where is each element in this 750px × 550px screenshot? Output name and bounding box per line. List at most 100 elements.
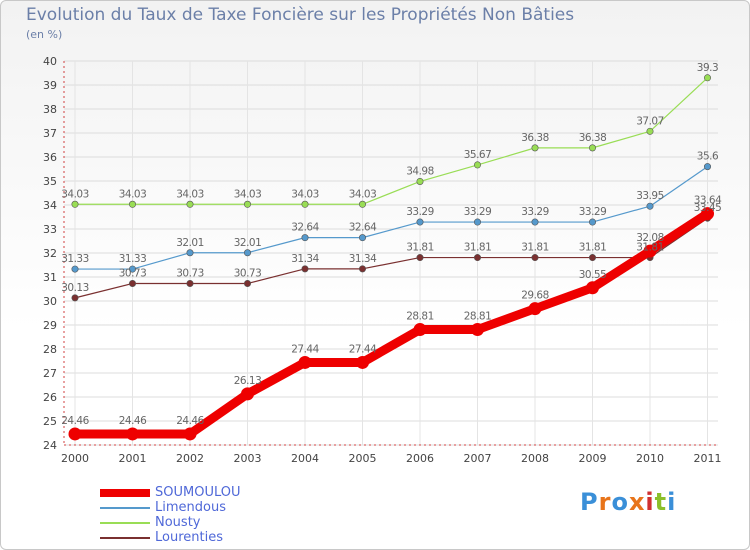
- data-label-lourenties: 33.45: [694, 202, 722, 214]
- data-label-lourenties: 30.73: [176, 267, 204, 279]
- data-point-soumoulou: [356, 355, 369, 369]
- logo-letter: t: [654, 488, 668, 516]
- legend-label: Limendous: [155, 500, 226, 515]
- y-tick-label: 37: [43, 127, 57, 140]
- legend-label: Lourenties: [155, 530, 223, 545]
- x-tick-label: 2007: [464, 452, 492, 465]
- data-point-nousty: [129, 200, 137, 208]
- x-tick-label: 2006: [406, 452, 434, 465]
- chart-title: Evolution du Taux de Taxe Foncière sur l…: [26, 5, 575, 25]
- data-label-nousty: 34.98: [406, 165, 434, 177]
- data-label-soumoulou: 26.13: [234, 375, 262, 387]
- y-tick-label: 29: [43, 319, 57, 332]
- data-point-nousty: [531, 144, 539, 152]
- y-tick-label: 38: [43, 103, 57, 116]
- data-point-nousty: [646, 127, 654, 135]
- data-point-limendous: [646, 202, 654, 210]
- data-label-soumoulou: 30.55: [579, 269, 607, 281]
- data-point-soumoulou: [471, 323, 484, 337]
- data-label-nousty: 34.03: [291, 188, 319, 200]
- data-point-soumoulou: [68, 427, 82, 441]
- data-label-limendous: 32.64: [349, 222, 377, 234]
- data-point-lourenties: [416, 254, 424, 262]
- data-label-limendous: 32.64: [291, 222, 319, 234]
- data-point-limendous: [358, 234, 366, 242]
- data-point-soumoulou: [298, 355, 312, 369]
- data-point-lourenties: [473, 254, 481, 262]
- data-point-limendous: [186, 249, 194, 257]
- chart-subtitle: (en %): [26, 28, 63, 41]
- y-tick-label: 25: [43, 415, 57, 428]
- data-point-nousty: [416, 177, 424, 185]
- data-label-limendous: 33.95: [636, 190, 664, 202]
- data-label-lourenties: 30.73: [119, 267, 147, 279]
- logo-letter: r: [598, 488, 612, 516]
- data-point-limendous: [588, 218, 596, 226]
- data-point-soumoulou: [413, 323, 427, 337]
- y-tick-label: 40: [43, 55, 57, 68]
- data-label-lourenties: 31.81: [636, 242, 664, 254]
- data-label-lourenties: 31.81: [579, 242, 607, 254]
- y-tick-label: 34: [43, 199, 57, 212]
- data-point-limendous: [416, 218, 424, 226]
- data-point-limendous: [71, 265, 79, 273]
- axes: 24 25 26 27 28 29 30 31 32 33 34 35 36 37 38 39 40 2000 20…: [43, 55, 722, 465]
- data-point-nousty: [301, 200, 309, 208]
- data-label-soumoulou: 24.46: [61, 415, 89, 427]
- data-point-limendous: [531, 218, 539, 226]
- data-label-soumoulou: 29.68: [521, 290, 549, 302]
- series-line-lourenties: [74, 217, 709, 299]
- data-point-lourenties: [186, 279, 194, 287]
- data-label-soumoulou: 24.46: [176, 415, 204, 427]
- data-point-lourenties: [71, 294, 79, 302]
- legend-swatch: [100, 507, 150, 509]
- data-point-limendous: [129, 265, 137, 273]
- data-label-soumoulou: 28.81: [406, 311, 434, 323]
- y-tick-label: 28: [43, 343, 57, 356]
- data-label-limendous: 33.29: [579, 206, 607, 218]
- data-point-lourenties: [531, 254, 539, 262]
- data-label-limendous: 33.29: [406, 206, 434, 218]
- data-label-lourenties: 31.81: [406, 242, 434, 254]
- data-point-lourenties: [301, 265, 309, 273]
- y-tick-label: 26: [43, 391, 57, 404]
- data-point-nousty: [358, 200, 366, 208]
- data-labels: 34.03 34.03 34.03 34.03 34.03 34.03 34.98 35.67…: [61, 62, 722, 427]
- data-label-soumoulou: 33.64: [694, 195, 722, 207]
- legend-label: Nousty: [155, 515, 201, 530]
- data-point-lourenties: [358, 265, 366, 273]
- logo-letter: o: [611, 488, 629, 516]
- y-tick-label: 30: [43, 295, 57, 308]
- logo-letter: i: [645, 488, 655, 516]
- y-tick-label: 24: [43, 439, 57, 452]
- series-layer: [68, 74, 714, 441]
- data-point-limendous: [244, 249, 252, 257]
- data-point-limendous: [301, 234, 309, 242]
- series-line-limendous: [74, 166, 709, 270]
- data-label-lourenties: 31.81: [521, 242, 549, 254]
- data-point-nousty: [186, 200, 194, 208]
- data-label-limendous: 33.29: [521, 206, 549, 218]
- logo-letter: i: [667, 488, 677, 516]
- legend-swatch: [100, 537, 150, 539]
- x-tick-label: 2011: [694, 452, 722, 465]
- y-tick-label: 31: [43, 271, 57, 284]
- data-label-lourenties: 31.34: [349, 253, 377, 265]
- x-tick-label: 2005: [349, 452, 377, 465]
- data-label-lourenties: 30.73: [234, 267, 262, 279]
- data-label-limendous: 32.01: [176, 237, 204, 249]
- x-tick-label: 2004: [291, 452, 319, 465]
- series-line-nousty: [74, 77, 709, 205]
- data-point-soumoulou: [528, 302, 542, 316]
- data-label-soumoulou: 27.44: [349, 343, 377, 355]
- data-label-soumoulou: 32.08: [636, 232, 664, 244]
- data-point-lourenties: [588, 254, 596, 262]
- data-label-nousty: 34.03: [176, 188, 204, 200]
- series-line-soumoulou: [70, 209, 712, 439]
- data-label-nousty: 36.38: [579, 132, 607, 144]
- data-label-soumoulou: 24.46: [119, 415, 147, 427]
- proxiti-logo: Proxiti: [580, 488, 676, 516]
- data-point-nousty: [244, 200, 252, 208]
- data-label-nousty: 34.03: [349, 188, 377, 200]
